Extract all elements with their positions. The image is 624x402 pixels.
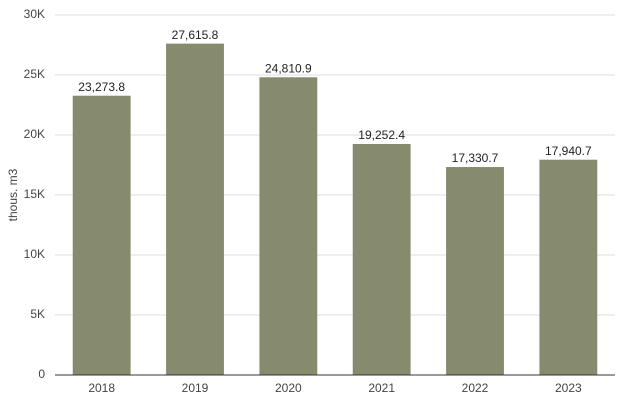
bar [352,143,411,375]
x-tick-label: 2019 [182,381,209,395]
x-tick-label: 2022 [462,381,489,395]
y-tick-label: 0 [38,367,45,381]
data-label: 23,273.8 [78,80,125,94]
y-tick-label: 30K [24,7,45,21]
y-tick-label: 5K [30,307,45,321]
bar [446,167,504,375]
y-tick-label: 15K [24,187,45,201]
x-tick-label: 2018 [88,381,115,395]
data-label: 17,330.7 [452,151,499,165]
y-axis-label: thous. m3 [6,168,20,221]
data-label: 24,810.9 [265,61,312,75]
x-tick-label: 2023 [555,381,582,395]
data-label: 27,615.8 [172,28,219,42]
bar [72,95,131,375]
bar [259,77,318,376]
data-label: 19,252.4 [358,128,405,142]
bar [539,159,598,375]
data-label: 17,940.7 [545,144,592,158]
y-tick-label: 10K [24,247,45,261]
y-tick-label: 20K [24,127,45,141]
y-tick-label: 25K [24,67,45,81]
x-tick-label: 2021 [368,381,395,395]
bar [166,43,224,375]
x-tick-label: 2020 [275,381,302,395]
